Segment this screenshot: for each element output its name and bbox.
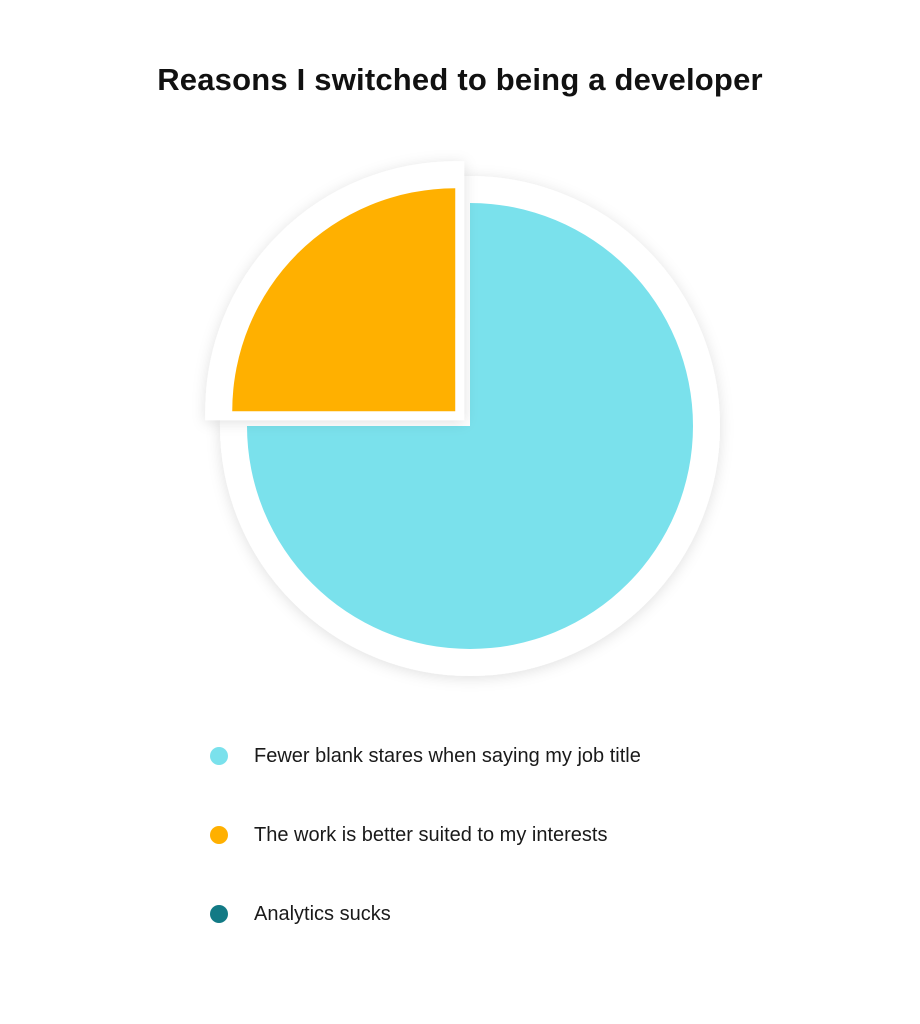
- legend-label-2: Analytics sucks: [254, 902, 391, 925]
- pie-slices: [205, 161, 720, 676]
- chart-title: Reasons I switched to being a developer: [157, 62, 763, 97]
- legend-swatch-1: [210, 826, 228, 844]
- legend-swatch-2: [210, 905, 228, 923]
- legend-item-2: Analytics sucks: [210, 896, 391, 932]
- legend-label-0: Fewer blank stares when saying my job ti…: [254, 744, 641, 767]
- legend-label-1: The work is better suited to my interest…: [254, 823, 608, 846]
- pie-chart: [205, 161, 720, 676]
- pie-slice-fill-0: [247, 203, 693, 649]
- pie-slice-0: [219, 175, 720, 676]
- legend-item-0: Fewer blank stares when saying my job ti…: [210, 738, 641, 774]
- pie-slice-1: [205, 161, 465, 421]
- pie-slice-fill-1: [232, 188, 456, 412]
- legend-item-1: The work is better suited to my interest…: [210, 817, 607, 853]
- legend-swatch-0: [210, 747, 228, 765]
